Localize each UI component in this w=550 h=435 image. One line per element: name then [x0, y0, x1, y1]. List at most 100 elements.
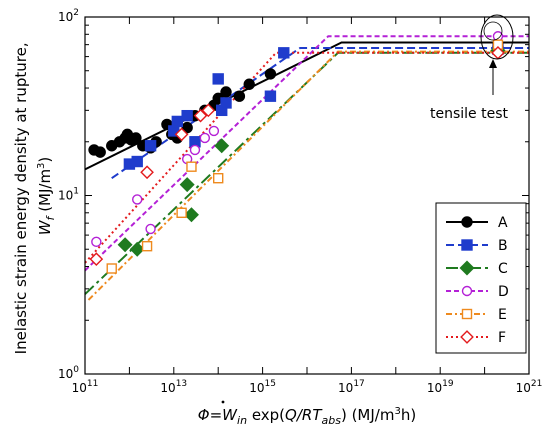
point-d	[208, 125, 220, 137]
point-f	[89, 252, 104, 266]
x-axis-label-q-sub: abs	[321, 414, 341, 427]
legend-marker-c	[459, 260, 475, 276]
plot-frame	[84, 16, 530, 375]
x-tick-base: 10	[249, 381, 264, 395]
y-tick-label: 102	[58, 8, 79, 24]
point-e	[212, 173, 224, 184]
point-a	[130, 132, 142, 144]
fit-line-e	[87, 50, 529, 301]
x-axis-label: Φ=Win exp(Q/RTabs) (MJ/m3h)	[198, 406, 416, 427]
x-tick-label: 1017	[338, 379, 365, 395]
point-d	[199, 132, 211, 144]
x-tick-label: 1021	[516, 379, 543, 395]
point-a	[233, 90, 246, 102]
point-b	[171, 115, 184, 128]
x-tick-exponent: 21	[531, 379, 542, 389]
y-tick-base: 10	[58, 189, 73, 203]
y-axis-label-symbol: W	[36, 219, 54, 235]
x-axis-label-exp-end: )	[341, 406, 347, 424]
point-b	[144, 140, 157, 152]
legend-label-f: F	[498, 330, 506, 346]
y-axis-label-units-end: )	[36, 157, 54, 163]
point-b	[264, 90, 277, 102]
point-f	[193, 108, 208, 123]
point-b	[131, 155, 143, 168]
y-tick-exponent: 2	[73, 8, 79, 18]
x-tick-label: 1015	[249, 379, 276, 395]
x-axis-label-units: (MJ/m	[347, 406, 395, 424]
y-tick-base: 10	[58, 367, 73, 381]
point-f	[201, 103, 216, 118]
data-points	[88, 31, 506, 274]
point-c	[117, 237, 133, 253]
point-c	[179, 177, 195, 193]
point-b	[212, 73, 224, 85]
tensile-test-ellipse	[480, 14, 514, 60]
x-tick-exponent: 17	[353, 379, 364, 389]
point-e	[176, 207, 187, 218]
y-tick-exponent: 0	[73, 365, 79, 375]
legend-box	[435, 202, 527, 354]
point-b	[181, 109, 193, 122]
x-axis-label-w: W	[222, 406, 238, 424]
point-b	[220, 97, 232, 109]
legend-marker-d	[461, 285, 473, 297]
point-e	[186, 161, 197, 172]
tensile-test-label: tensile test	[430, 106, 509, 122]
point-c	[129, 241, 145, 257]
x-axis-label-exp: exp(	[247, 406, 285, 424]
point-d	[132, 194, 143, 205]
y-axis-label-units: (MJ/m	[36, 169, 54, 217]
tensile-test-arrowhead	[489, 59, 497, 68]
x-axis-label-q: Q/RT	[285, 406, 323, 424]
x-tick-exponent: 13	[176, 379, 187, 389]
x-axis-label-w-sub: in	[237, 414, 247, 427]
x-tick-base: 10	[338, 381, 353, 395]
fit-line-d	[84, 35, 529, 272]
point-b	[278, 47, 290, 59]
x-tick-label: 1011	[72, 379, 99, 395]
legend-marker-e	[461, 308, 473, 320]
legend-marker-f	[460, 330, 474, 344]
point-d	[189, 144, 201, 156]
x-tick-base: 10	[72, 381, 87, 395]
x-tick-exponent: 15	[265, 379, 276, 389]
y-tick-base: 10	[58, 10, 73, 24]
legend-label-a: A	[498, 215, 508, 231]
legend-marker-a	[461, 216, 473, 228]
point-c	[214, 138, 230, 154]
x-axis-label-dot	[221, 400, 225, 404]
x-axis-label-phi: Φ=	[198, 406, 222, 424]
y-tick-exponent: 1	[73, 187, 79, 197]
tensile-test-annotation: tensile test	[430, 14, 514, 122]
tensile-test-ellipse-inner	[483, 21, 503, 41]
point-f	[140, 165, 154, 180]
point-a	[181, 121, 193, 134]
point-a	[94, 146, 106, 158]
legend-label-e: E	[498, 307, 507, 323]
x-tick-base: 10	[427, 381, 442, 395]
y-axis-label: Inelastic strain energy density at ruptu…	[12, 38, 57, 355]
point-e	[106, 263, 117, 274]
legend-label-b: B	[498, 238, 508, 254]
legend-label-d: D	[498, 284, 509, 300]
point-f	[174, 127, 189, 142]
y-axis-label-sub: f	[44, 214, 57, 220]
x-tick-label: 1013	[160, 379, 187, 395]
y-axis-label-units-sup: 3	[36, 163, 47, 169]
x-axis-label-units-sup: 3	[394, 406, 400, 417]
y-axis-label-line1: Inelastic strain energy density at ruptu…	[12, 42, 30, 354]
x-tick-exponent: 19	[442, 379, 454, 389]
x-axis-label-units-end: h)	[401, 406, 416, 424]
x-tick-exponent: 11	[87, 379, 98, 389]
point-a	[220, 86, 232, 98]
x-tick-label: 1019	[427, 379, 454, 395]
point-d	[145, 223, 156, 235]
y-tick-label: 101	[58, 187, 79, 203]
x-tick-base: 10	[516, 381, 531, 395]
point-c	[183, 207, 199, 223]
y-tick-label: 100	[58, 365, 79, 381]
